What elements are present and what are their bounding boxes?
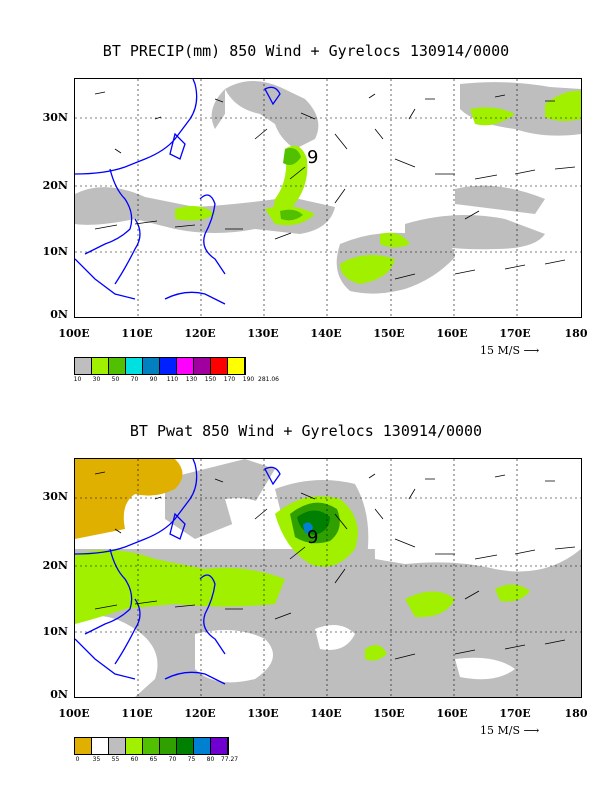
storm-marker: 9: [307, 147, 318, 168]
pwat-colorbar-labels: 0 35 55 60 65 70 75 80 77.27: [68, 756, 239, 766]
coastlines: [75, 79, 281, 305]
colorbar-tick-label: 55: [111, 756, 120, 763]
colorbar-tick-label: 110: [166, 376, 179, 383]
ref-vector-2-label: 15 M/S: [480, 724, 520, 737]
ref-vector-1: 15 M/S ⟶: [480, 344, 539, 357]
colorbar-tick-label: 77.27: [220, 756, 239, 763]
colorbar-tick-label: 35: [92, 756, 101, 763]
colorbar-swatch: [177, 738, 194, 754]
pwat-map-graphic: 9: [75, 459, 581, 697]
precip-dark-green-fields: [280, 148, 303, 221]
xlabel-140e: 140E: [310, 327, 342, 340]
pwat-map: 9: [74, 458, 582, 698]
wind-vectors: [94, 91, 576, 280]
xlabel-140e-2: 140E: [310, 707, 342, 720]
colorbar-swatch: [126, 358, 143, 374]
colorbar-tick-label: 80: [206, 756, 215, 763]
ylabel-10n: 10N: [42, 245, 68, 258]
xlabel-130e-2: 130E: [247, 707, 279, 720]
colorbar-swatch: [143, 738, 160, 754]
xlabel-170e: 170E: [499, 327, 531, 340]
colorbar-swatch: [143, 358, 160, 374]
pwat-graticule: [75, 459, 581, 697]
colorbar-tick-label: 281.06: [258, 376, 279, 383]
xlabel-150e: 150E: [373, 327, 405, 340]
colorbar-swatch: [109, 358, 126, 374]
xlabel-110e: 110E: [121, 327, 153, 340]
colorbar-tick-label: 90: [149, 376, 158, 383]
storm-marker-2: 9: [307, 527, 318, 548]
pwat-wind-vectors: [94, 471, 576, 660]
colorbar-tick-label: 60: [130, 756, 139, 763]
xlabel-100e: 100E: [58, 327, 90, 340]
xlabel-120e-2: 120E: [184, 707, 216, 720]
precip-map: 9: [74, 78, 582, 318]
ylabel-20n: 20N: [42, 179, 68, 192]
precip-map-graphic: 9: [75, 79, 581, 317]
ylabel-0n: 0N: [50, 308, 68, 321]
colorbar-swatch: [92, 358, 109, 374]
precip-colorbar-labels: 10 30 50 70 90 110 130 150 170 190 281.06: [68, 376, 279, 386]
panel-2-title: BT Pwat 850 Wind + Gyrelocs 130914/0000: [129, 422, 483, 440]
colorbar-tick-label: 75: [187, 756, 196, 763]
colorbar-tick-label: 50: [111, 376, 120, 383]
xlabel-180-2: 180: [564, 707, 588, 720]
colorbar-swatch: [177, 358, 194, 374]
colorbar-swatch: [194, 358, 211, 374]
colorbar-swatch: [160, 738, 177, 754]
colorbar-swatch: [194, 738, 211, 754]
colorbar-tick-label: 170: [223, 376, 236, 383]
ylabel-0n-2: 0N: [50, 688, 68, 701]
ref-vector-1-label: 15 M/S: [480, 344, 520, 357]
colorbar-tick-label: 65: [149, 756, 158, 763]
colorbar-tick-label: 0: [75, 756, 80, 763]
pwat-gold-fields: [75, 459, 183, 539]
pwat-coastlines: [75, 459, 281, 685]
colorbar-swatch: [211, 738, 228, 754]
colorbar-tick-label: 10: [73, 376, 82, 383]
xlabel-160e: 160E: [436, 327, 468, 340]
xlabel-120e: 120E: [184, 327, 216, 340]
colorbar-tick-label: 130: [185, 376, 198, 383]
xlabel-100e-2: 100E: [58, 707, 90, 720]
colorbar-swatch: [211, 358, 228, 374]
precip-colorbar: [74, 357, 246, 375]
pwat-blue-fields: [303, 522, 313, 534]
xlabel-160e-2: 160E: [436, 707, 468, 720]
colorbar-swatch: [92, 738, 109, 754]
colorbar-swatch: [75, 358, 92, 374]
graticule: [75, 79, 581, 317]
colorbar-tick-label: 190: [242, 376, 255, 383]
ref-vector-2: 15 M/S ⟶: [480, 724, 539, 737]
ylabel-30n: 30N: [42, 111, 68, 124]
colorbar-swatch: [160, 358, 177, 374]
xlabel-110e-2: 110E: [121, 707, 153, 720]
xlabel-150e-2: 150E: [373, 707, 405, 720]
colorbar-tick-label: 70: [168, 756, 177, 763]
panel-1-title: BT PRECIP(mm) 850 Wind + Gyrelocs 130914…: [102, 42, 510, 60]
xlabel-130e: 130E: [247, 327, 279, 340]
ylabel-30n-2: 30N: [42, 490, 68, 503]
xlabel-180: 180: [564, 327, 588, 340]
colorbar-swatch: [126, 738, 143, 754]
pwat-white-fields: [75, 459, 581, 697]
arrow-right-icon: ⟶: [523, 724, 540, 737]
xlabel-170e-2: 170E: [499, 707, 531, 720]
arrow-right-icon: ⟶: [523, 344, 540, 357]
colorbar-tick-label: 70: [130, 376, 139, 383]
colorbar-swatch: [75, 738, 92, 754]
pwat-colorbar: [74, 737, 229, 755]
colorbar-tick-label: 30: [92, 376, 101, 383]
ylabel-10n-2: 10N: [42, 625, 68, 638]
ylabel-20n-2: 20N: [42, 559, 68, 572]
colorbar-swatch: [109, 738, 126, 754]
colorbar-swatch: [228, 358, 245, 374]
colorbar-tick-label: 150: [204, 376, 217, 383]
